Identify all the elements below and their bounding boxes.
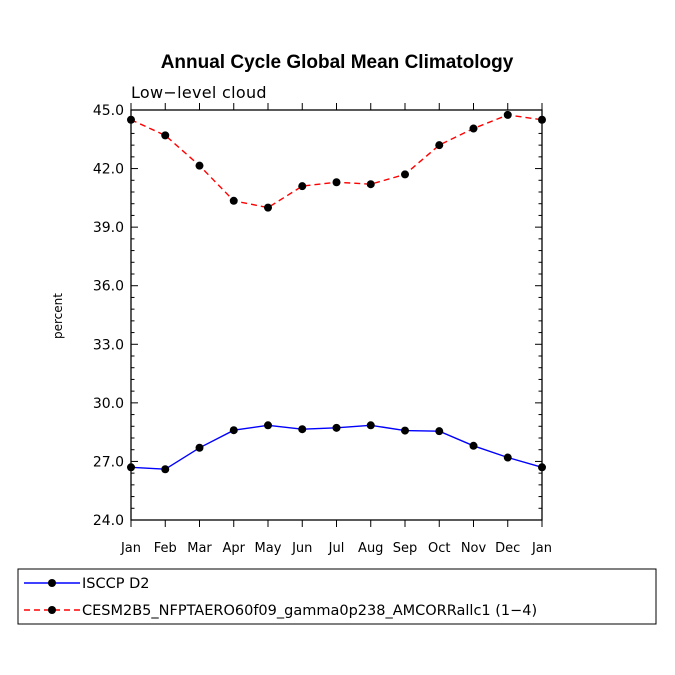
x-tick-label: Jan — [120, 541, 141, 556]
series-1-point — [161, 465, 170, 474]
x-tick-label: Jun — [291, 541, 312, 556]
legend-marker-2 — [48, 606, 56, 614]
series-1-point — [127, 463, 135, 472]
y-tick-label: 30.0 — [93, 396, 124, 412]
series-1-point — [503, 453, 512, 462]
legend-frame — [17, 568, 657, 625]
x-tick-label: Dec — [495, 541, 520, 556]
series-1-point — [469, 441, 478, 450]
series-2-point — [229, 196, 238, 205]
series-2-point — [538, 115, 546, 124]
y-tick-label: 24.0 — [93, 513, 124, 529]
x-tick-label: Feb — [154, 541, 177, 556]
x-tick-label: Oct — [428, 541, 450, 556]
series-markers — [127, 110, 546, 474]
series-2-point — [298, 182, 307, 191]
legend-label-1: ISCCP D2 — [82, 576, 149, 592]
y-axis-label: percent — [51, 293, 65, 339]
series-line-1 — [130, 424, 543, 470]
legend-label-2: CESM2B5_NFPTAERO60f09_gamma0p238_AMCORRa… — [82, 603, 537, 619]
x-tick-label: Nov — [461, 541, 487, 556]
series-2-point — [401, 170, 409, 179]
x-tick-labels: Jan Feb Mar Apr May Jun Jul Aug Sep Oct Nov Dec Jan — [120, 541, 552, 556]
series-1-point — [538, 463, 546, 472]
series-1-point — [264, 421, 272, 430]
series-line-2 — [130, 114, 543, 209]
x-tick-label: Apr — [223, 541, 246, 556]
series-2-point — [435, 141, 444, 150]
x-tick-label: Mar — [187, 541, 212, 556]
chart-subtitle: Low−level cloud — [131, 83, 267, 102]
series-2-point — [195, 161, 204, 170]
axis-ticks — [130, 103, 543, 527]
y-tick-label: 33.0 — [93, 337, 124, 353]
y-tick-label: 27.0 — [93, 454, 124, 470]
x-tick-label: May — [255, 541, 282, 556]
x-tick-label: Sep — [393, 541, 418, 556]
series-1-point — [401, 426, 409, 435]
legend: ISCCP D2 CESM2B5_NFPTAERO60f09_gamma0p238… — [17, 568, 657, 625]
legend-marker-1 — [48, 579, 56, 587]
y-tick-label: 45.0 — [93, 103, 124, 119]
plot-frame — [130, 109, 543, 521]
series-1-point — [435, 427, 444, 436]
series-2-point — [161, 131, 170, 140]
y-tick-label: 39.0 — [93, 220, 124, 236]
series-2-point — [332, 178, 341, 187]
y-tick-label: 36.0 — [93, 279, 124, 295]
series-lines — [130, 114, 543, 470]
chart-title: Annual Cycle Global Mean Climatology — [161, 52, 514, 73]
x-tick-label: Jan — [531, 541, 552, 556]
series-2-point — [469, 124, 478, 133]
y-tick-label: 42.0 — [93, 162, 124, 178]
x-tick-label: Jul — [328, 541, 345, 556]
series-2-point — [127, 115, 135, 124]
x-tick-label: Aug — [358, 541, 383, 556]
series-1-point — [366, 421, 375, 430]
series-1-point — [229, 426, 238, 435]
series-2-point — [503, 110, 512, 119]
y-tick-labels: 24.0 27.0 30.0 33.0 36.0 39.0 42.0 45.0 — [93, 103, 124, 529]
series-2-point — [366, 180, 375, 189]
series-1-point — [195, 443, 204, 452]
series-2-point — [264, 203, 272, 212]
series-1-point — [298, 425, 307, 434]
series-1-point — [332, 423, 341, 432]
